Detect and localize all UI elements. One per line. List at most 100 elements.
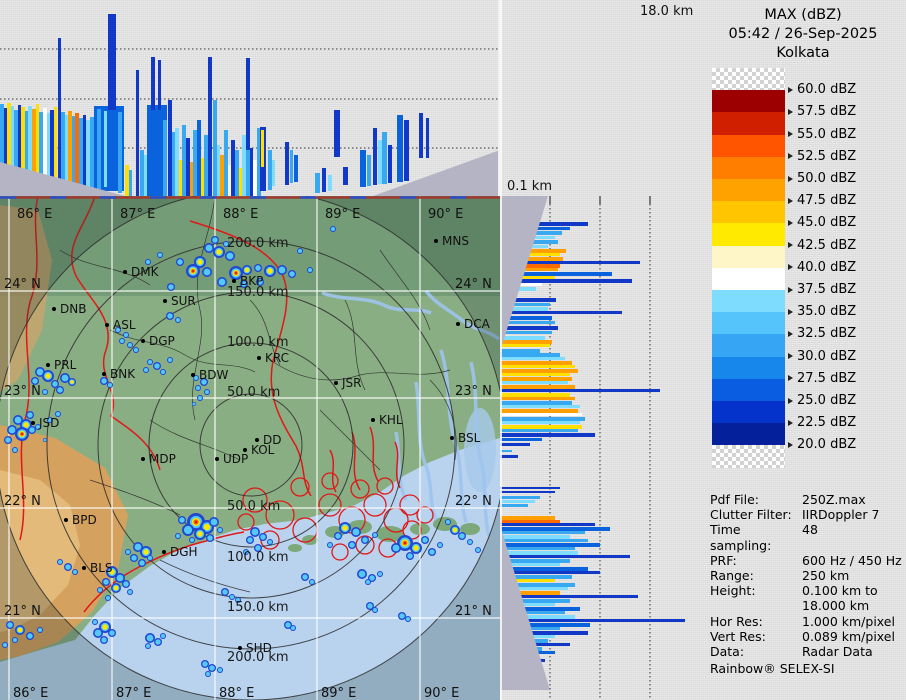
storm-cell-core [297,248,303,254]
echo-bar [397,115,403,182]
colorscale-label: 45.0 dBZ [788,215,856,230]
city-label: JSR [341,376,362,390]
echo-bar [79,118,83,185]
dbz-value: 30.0 dBZ [797,348,857,364]
storm-cell-core [197,531,203,537]
tick-arrow-icon [788,175,793,182]
info-row: Height: 0.100 km to 18.000 km [710,583,904,613]
dbz-value: 52.5 dBZ [797,148,857,164]
storm-cell-core [94,629,102,637]
echo-bar [182,125,186,196]
city-dot [52,307,56,311]
storm-cell-core [222,589,228,595]
storm-cell-core [209,665,215,671]
storm-cell-core [437,542,443,548]
top-profile-panel[interactable] [0,0,500,196]
map-panel[interactable]: 86° E 86° E 87° E 87° E 88° E 88° E 89° E 89° E… [0,196,500,700]
storm-cell-core [260,534,266,540]
city-label: MNS [442,234,469,248]
longitude-label: 90° E [428,207,463,222]
echo-bar [129,170,132,196]
storm-cell-core [175,533,181,539]
storm-cell-core [145,259,151,265]
latitude-label: 24° N [455,277,492,292]
latitude-label: 23° N [455,384,492,399]
echo-bar [500,527,610,531]
colorscale-label: 40.0 dBZ [788,260,856,275]
echo-bar [500,336,545,340]
storm-cell-core [362,537,368,543]
echo-bar [343,167,348,185]
storm-cell-core [358,570,366,578]
echo-bar [172,132,175,196]
storm-cell-core [452,527,458,533]
echo-bar [500,516,555,520]
storm-cell-core [37,627,43,633]
colorscale-label: 25.0 dBZ [788,393,856,408]
echo-bar [500,361,572,365]
city-dot [141,457,145,461]
storm-cell-core [147,359,153,365]
storm-cell-core [35,424,41,430]
city-label: MDP [149,452,176,466]
storm-cell-core [372,607,378,613]
storm-cell-core [217,527,223,533]
panel-divider [500,0,502,700]
city-label: DCA [464,317,491,331]
storm-cell-core [405,616,411,622]
storm-cell-core [257,279,263,285]
storm-cell-core [218,278,226,286]
colorscale-swatch [712,134,785,157]
storm-cell-core [459,533,465,539]
city-dot [456,322,460,326]
side-profile-panel[interactable] [500,196,700,700]
echo-bar [18,105,21,168]
legend-panel: MAX (dBZ) 05:42 / 26-Sep-2025 Kolkata 60… [700,0,906,700]
echo-bar [500,316,552,320]
echo-bar [90,117,94,188]
info-row: PRF: 600 Hz / 450 Hz [710,553,904,568]
echo-bar [500,539,588,542]
echo-bar [179,160,182,196]
latlon-grid [0,196,500,700]
dbz-value: 47.5 dBZ [797,193,857,209]
echo-bar [97,109,101,189]
echo-bar [500,264,560,268]
city-label: KRC [265,351,289,365]
storm-cell-core [55,411,61,417]
info-value: 0.089 km/pixel [802,628,895,644]
storm-cell-core [65,564,71,570]
info-label: Hor Res: [710,613,763,629]
echo-bar [500,571,600,574]
storm-cell-core [365,579,371,585]
echo-bar [163,120,167,196]
blind-cone-wedge [500,525,550,690]
echo-bar [500,438,542,441]
echo-bar [500,631,588,635]
longitude-label: 86° E [13,686,48,700]
echo-bar [58,38,61,179]
storm-cell-core [475,547,481,553]
echo-bar [147,105,167,196]
storm-cell-core [369,575,375,581]
echo-bar [228,165,231,196]
storm-cell-core [243,549,249,555]
info-label: Pdf File: [710,492,759,507]
info-value: Radar Data [802,644,873,660]
storm-cell-core [289,271,295,277]
city-dot [450,436,454,440]
info-label: Vert Res: [710,628,766,644]
echo-bar [500,531,585,534]
storm-cell-core [241,281,247,287]
storm-cell-core [189,537,195,543]
tick-arrow-icon [788,419,793,426]
storm-cell-core [267,268,273,274]
city-label: DGP [149,334,175,348]
range-ring [199,393,303,497]
storm-cell-core [179,517,185,523]
storm-cell-core [32,378,38,384]
echo-bar [500,413,582,416]
storm-cell-core [2,642,8,648]
storm-cell-core [113,585,119,591]
echo-bar [294,155,298,182]
